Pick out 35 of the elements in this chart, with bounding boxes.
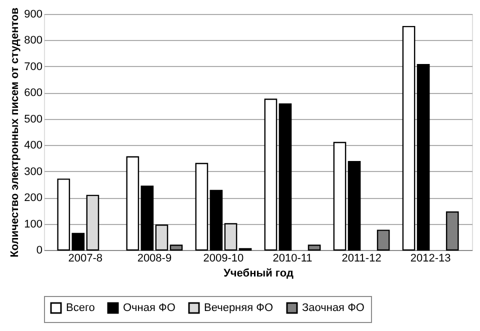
x-tick-label: 2011-12 [342, 252, 382, 264]
bar [278, 103, 292, 251]
y-tick-label: 300 [24, 166, 42, 178]
y-tick-label: 800 [24, 34, 42, 47]
bar [402, 26, 416, 251]
y-tick-label: 600 [24, 87, 42, 100]
bar [224, 223, 238, 251]
bar [348, 161, 361, 251]
x-axis-title: Учебный год [224, 268, 294, 280]
legend-label: Всего [66, 302, 95, 314]
y-tick-label: 500 [24, 113, 42, 126]
y-tick-label: 0 [36, 244, 42, 256]
bar [416, 64, 430, 251]
x-tick-label: 2009-10 [203, 252, 244, 264]
bar [86, 194, 100, 251]
y-axis-title: Количество электронных писем от студентов [9, 7, 22, 258]
legend-label: Заочная ФО [302, 302, 365, 314]
legend-label: Очная ФО [123, 302, 176, 314]
bar [155, 224, 168, 251]
bar [210, 190, 223, 251]
y-tick-label: 400 [24, 140, 42, 152]
bar [126, 156, 140, 251]
bar [333, 142, 346, 251]
x-tick-label: 2012-13 [410, 252, 451, 264]
y-tick-label: 200 [24, 192, 42, 204]
x-tick-label: 2010-11 [272, 252, 312, 264]
x-tick-label: 2008-9 [137, 252, 172, 264]
bar [195, 162, 208, 251]
y-tick-label: 900 [24, 8, 42, 20]
y-tick-label: 700 [24, 60, 42, 73]
y-tick-label: 100 [24, 218, 42, 230]
legend-label: Вечерняя ФО [204, 302, 274, 314]
bar [264, 98, 278, 251]
x-tick-label: 2007-8 [68, 252, 103, 264]
bar [140, 186, 154, 251]
